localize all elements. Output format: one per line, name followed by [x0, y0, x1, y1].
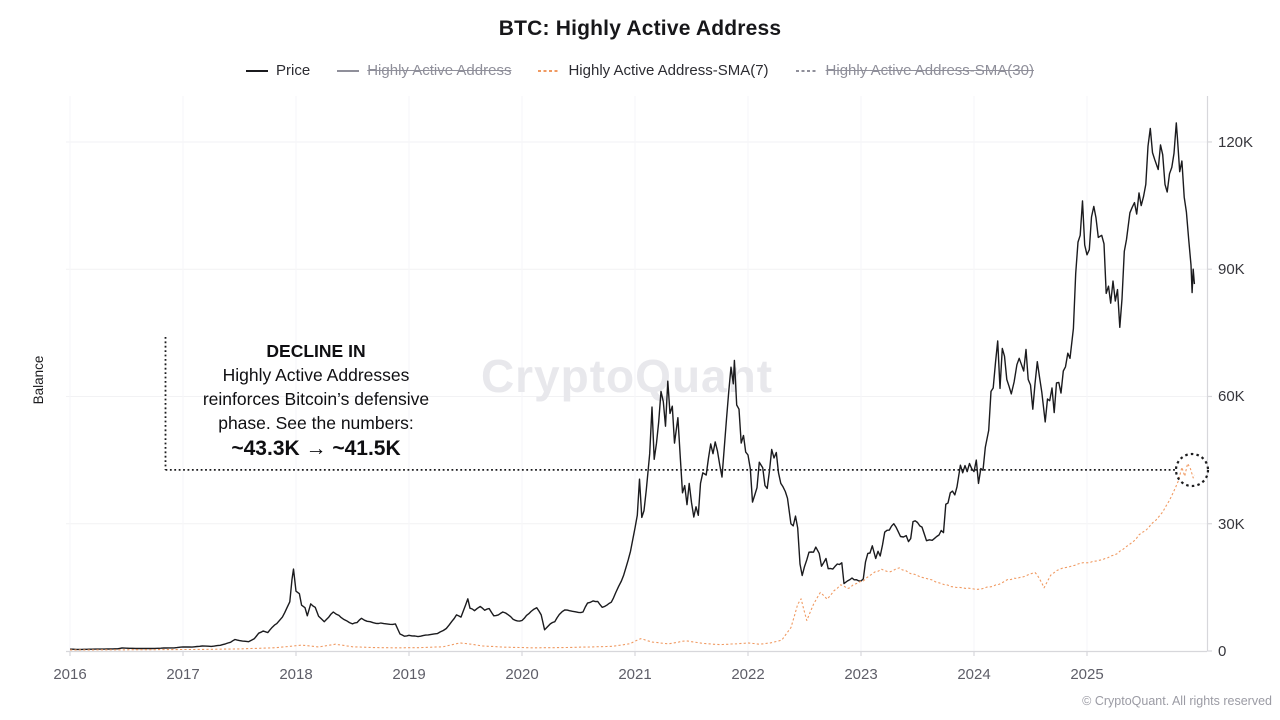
annotation-numbers: ~43.3K → ~41.5K [231, 437, 401, 460]
watermark: CryptoQuant [481, 350, 773, 402]
x-axis-tick-label: 2024 [957, 666, 991, 683]
y-axis-tick-label: 60K [1218, 388, 1245, 406]
chart-legend: Price Highly Active Address Highly Active … [0, 62, 1280, 79]
y-axis-tick-label: 30K [1218, 515, 1245, 533]
legend-label: Highly Active Address-SMA(7) [568, 62, 769, 79]
x-axis-tick-label: 2016 [53, 666, 87, 683]
y-axis-tick-label: 90K [1218, 261, 1245, 279]
legend-line-marker [337, 69, 360, 72]
legend-label: Price [276, 62, 311, 79]
legend-item-price[interactable]: Price [246, 62, 310, 79]
y-axis-tick-label: 0 [1218, 643, 1227, 660]
sma7-line [70, 462, 1195, 651]
annotation-body-line: reinforces Bitcoin’s defensive [202, 389, 430, 409]
price-line [70, 122, 1196, 651]
x-axis-tick-label: 2017 [166, 666, 200, 683]
annotation-body-line: phase. See the numbers: [218, 413, 414, 433]
x-axis-tick-label: 2022 [731, 666, 765, 683]
legend-line-marker [246, 69, 269, 72]
annotation-body-line: Highly Active Addresses [222, 365, 410, 385]
x-axis-tick-label: 2018 [279, 666, 313, 683]
legend-item-highly-active-address[interactable]: Highly Active Address [337, 62, 511, 79]
x-axis-tick-label: 2021 [618, 666, 652, 683]
legend-item-highly-active-address-sma-7-[interactable]: Highly Active Address-SMA(7) [538, 62, 769, 79]
legend-line-marker [538, 69, 561, 72]
x-axis-tick-label: 2023 [844, 666, 878, 683]
legend-item-highly-active-address-sma-30-[interactable]: Highly Active Address-SMA(30) [795, 62, 1034, 79]
legend-line-marker [795, 69, 818, 72]
copyright-notice: © CryptoQuant. All rights reserved [1082, 694, 1272, 708]
y-axis-label: Balance [30, 355, 46, 405]
legend-label: Highly Active Address-SMA(30) [825, 62, 1034, 79]
annotation-callout: DECLINE IN Highly Active Addresses reinf… [170, 339, 462, 461]
highlight-circle [1174, 452, 1210, 488]
chart-title: BTC: Highly Active Address [498, 17, 782, 40]
annotation-heading: DECLINE IN [266, 341, 366, 361]
y-axis-tick-label: 120K [1218, 133, 1254, 151]
x-axis-tick-label: 2025 [1070, 666, 1104, 683]
x-axis-tick-label: 2019 [392, 666, 426, 683]
legend-label: Highly Active Address [367, 62, 512, 79]
x-axis-tick-label: 2020 [505, 666, 539, 683]
